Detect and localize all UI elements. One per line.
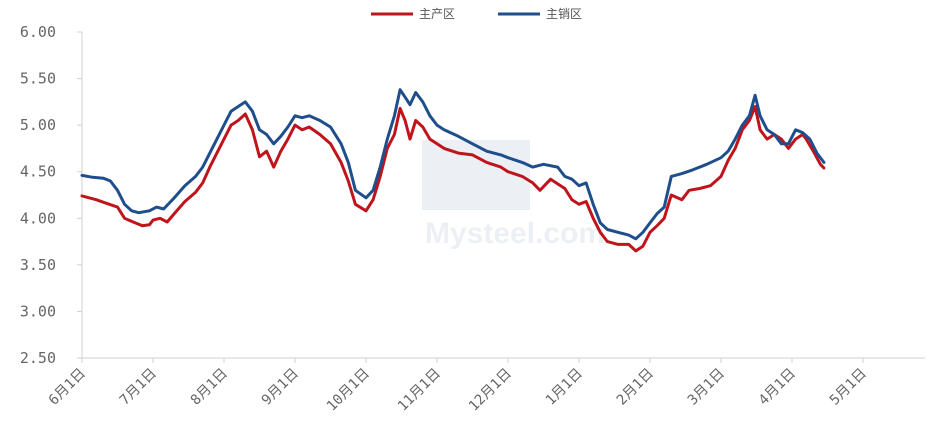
x-tick-label: 10月1日: [324, 366, 373, 415]
x-tick-label: 2月1日: [614, 366, 657, 409]
y-tick-label: 3.50: [20, 256, 56, 274]
legend-label: 主销区: [546, 7, 582, 21]
x-tick-label: 8月1日: [188, 366, 231, 409]
x-tick-label: 1月1日: [543, 366, 586, 409]
y-tick-label: 5.50: [20, 70, 56, 88]
watermark-text: Mysteel.com: [425, 217, 605, 250]
x-tick-label: 7月1日: [117, 366, 160, 409]
x-tick-label: 9月1日: [259, 366, 302, 409]
x-tick-label: 12月1日: [466, 366, 515, 415]
y-tick-label: 6.00: [20, 23, 56, 41]
y-tick-label: 4.50: [20, 163, 56, 181]
y-tick-label: 3.00: [20, 302, 56, 320]
x-axis-ticks: 6月1日 7月1日 8月1日 9月1日 10月1日 11月1日 12月1日 1月1日 2月1日 3…: [46, 358, 870, 415]
y-axis-ticks: 6.00 5.50 5.00 4.50 4.00 3.50 3.00 2.50: [20, 23, 82, 367]
watermark: Mysteel.com: [422, 140, 605, 250]
x-tick-label: 3月1日: [685, 366, 728, 409]
legend: 主产区 主销区: [371, 7, 582, 21]
y-tick-label: 4.00: [20, 209, 56, 227]
x-tick-label: 11月1日: [395, 366, 444, 415]
watermark-logo: [422, 140, 530, 210]
series-line-sales: [80, 88, 826, 241]
x-tick-label: 5月1日: [827, 366, 870, 409]
series-line-production: [80, 105, 826, 253]
series-lines: [80, 88, 826, 253]
y-tick-label: 2.50: [20, 349, 56, 367]
x-tick-label: 4月1日: [756, 366, 799, 409]
legend-label: 主产区: [419, 7, 455, 21]
x-tick-label: 6月1日: [46, 366, 89, 409]
y-tick-label: 5.00: [20, 116, 56, 134]
